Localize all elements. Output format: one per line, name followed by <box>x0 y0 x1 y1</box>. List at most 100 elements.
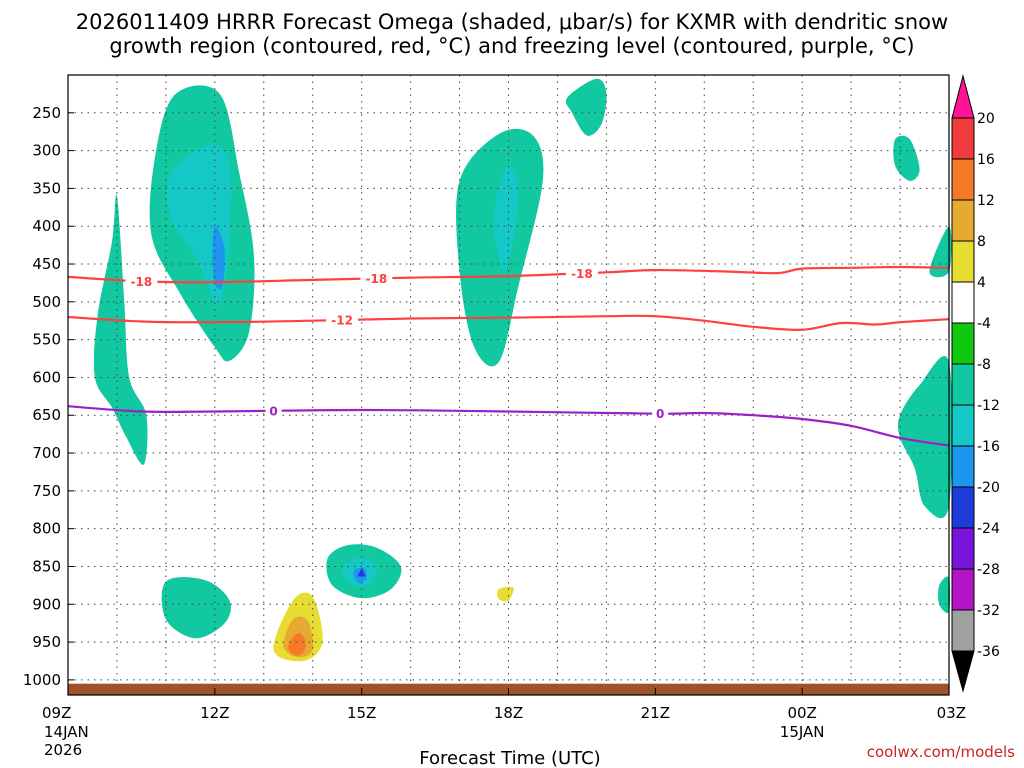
omega-region-9 <box>897 356 953 519</box>
y-tick-label-2: 350 <box>32 179 61 197</box>
omega-region-11 <box>161 577 231 639</box>
colorbar-label-2: 12 <box>977 193 995 209</box>
contour-label-bg-4 <box>265 402 282 419</box>
y-tick-label-7: 600 <box>32 368 61 386</box>
colorbar-label-1: 16 <box>977 152 995 168</box>
contour-line-1 <box>67 314 950 332</box>
chart-title-line-1: 2026011409 HRRR Forecast Omega (shaded, … <box>76 10 948 34</box>
x-axis-title: Forecast Time (UTC) <box>419 748 600 768</box>
contour-label-2: -18 <box>571 267 593 281</box>
colorbar-segment-10 <box>951 486 975 529</box>
colorbar-label-6: -8 <box>977 357 991 373</box>
y-tick-label-1: 300 <box>32 142 61 160</box>
contour-label-0: -18 <box>131 275 153 289</box>
colorbar-segment-11 <box>951 527 975 570</box>
y-tick-label-3: 400 <box>32 217 61 235</box>
y-tick-label-15: 1000 <box>23 671 61 689</box>
omega-region-22 <box>797 628 867 660</box>
contour-line-0 <box>67 265 950 284</box>
contour-label-bg-1 <box>360 270 393 287</box>
y-tick-label-11: 800 <box>32 520 61 538</box>
contour-layer: -18 -18 -18 -12 0 0 <box>67 265 950 447</box>
omega-region-24 <box>258 558 545 673</box>
credit-text: coolwx.com/models <box>867 743 1015 761</box>
colorbar-segment-12 <box>951 568 975 611</box>
colorbar-label-4: 4 <box>977 275 986 291</box>
colorbar-segment-7 <box>951 363 975 406</box>
omega-region-5 <box>93 194 148 465</box>
contour-label-bg-5 <box>652 405 669 422</box>
maximum-marker: ▲ <box>357 565 366 578</box>
omega-region-15 <box>640 217 719 526</box>
marker-layer: ▲ <box>357 565 366 578</box>
x-tick-label-6: 03Z <box>937 704 966 722</box>
contour-label-1: -18 <box>366 272 388 286</box>
colorbar-label-10: -24 <box>977 521 1000 537</box>
colorbar: 20 16 12 8 4 -4 -8 -12 -16 -20 -24 -28 -32 -36 <box>951 74 1000 693</box>
x-tick-label-5: 00Z <box>787 704 816 722</box>
colorbar-segment-2 <box>951 158 975 201</box>
colorbar-segment-8 <box>951 404 975 447</box>
omega-region-16 <box>795 73 827 160</box>
omega-region-2 <box>212 226 225 290</box>
colorbar-label-13: -36 <box>977 644 1000 660</box>
y-axis: 250 300 350 400 450 500 550 600 650 700 750 800 850 9… <box>23 104 74 689</box>
contour-label-5: 0 <box>656 407 664 421</box>
omega-region-14 <box>353 567 367 584</box>
contour-label-4: 0 <box>269 404 277 418</box>
plot-area: -18 -18 -18 -12 0 0 ▲ <box>67 73 953 696</box>
colorbar-segment-4 <box>951 240 975 283</box>
omega-region-28 <box>288 632 306 656</box>
y-tick-label-5: 500 <box>32 293 61 311</box>
colorbar-label-0: 20 <box>977 111 995 127</box>
omega-region-21 <box>734 582 795 611</box>
y-tick-label-10: 750 <box>32 482 61 500</box>
x-tick-label-0: 09Z <box>42 704 71 722</box>
y-tick-label-6: 550 <box>32 331 61 349</box>
omega-region-19 <box>163 376 235 492</box>
y-tick-label-12: 850 <box>32 557 61 575</box>
colorbar-label-7: -12 <box>977 398 1000 414</box>
contour-label-bg-3 <box>326 312 359 329</box>
colorbar-segment-6 <box>951 322 975 365</box>
colorbar-label-3: 8 <box>977 234 986 250</box>
contour-label-3: -12 <box>331 314 353 328</box>
colorbar-segment-1 <box>951 117 975 160</box>
colorbar-label-5: -4 <box>977 316 991 332</box>
y-tick-label-14: 950 <box>32 633 61 651</box>
colorbar-label-11: -28 <box>977 562 1000 578</box>
x-tick-label-1: 12Z <box>200 704 229 722</box>
contour-label-bg-2 <box>565 265 598 282</box>
x-tick-date-0: 14JAN <box>44 723 89 741</box>
x-tick-label-2: 15Z <box>347 704 376 722</box>
contour-line-2 <box>67 405 950 447</box>
omega-region-10 <box>938 576 951 614</box>
colorbar-segment-9 <box>951 445 975 488</box>
x-tick-date-5: 15JAN <box>780 723 825 741</box>
omega-region-20 <box>581 486 632 560</box>
x-tick-label-3: 18Z <box>494 704 523 722</box>
omega-region-23 <box>629 633 675 658</box>
omega-region-6 <box>565 78 607 136</box>
contour-label-bg-0 <box>125 273 158 290</box>
x-tick-label-4: 21Z <box>641 704 670 722</box>
y-tick-label-8: 650 <box>32 406 61 424</box>
colorbar-label-8: -16 <box>977 439 1000 455</box>
x-tick-year-0: 2026 <box>44 741 82 759</box>
y-tick-label-4: 450 <box>32 255 61 273</box>
colorbar-segment-5 <box>951 281 975 324</box>
y-tick-label-9: 700 <box>32 444 61 462</box>
colorbar-segment-14 <box>951 650 975 693</box>
chart-title-line-2: growth region (contoured, red, °C) and f… <box>109 34 914 58</box>
y-tick-label-0: 250 <box>32 104 61 122</box>
colorbar-label-9: -20 <box>977 480 1000 496</box>
colorbar-segment-3 <box>951 199 975 242</box>
y-tick-label-13: 900 <box>32 595 61 613</box>
colorbar-segment-0 <box>951 74 975 119</box>
omega-region-18 <box>792 278 818 331</box>
omega-region-4 <box>493 165 519 272</box>
colorbar-segment-13 <box>951 609 975 652</box>
omega-region-26 <box>497 586 514 602</box>
